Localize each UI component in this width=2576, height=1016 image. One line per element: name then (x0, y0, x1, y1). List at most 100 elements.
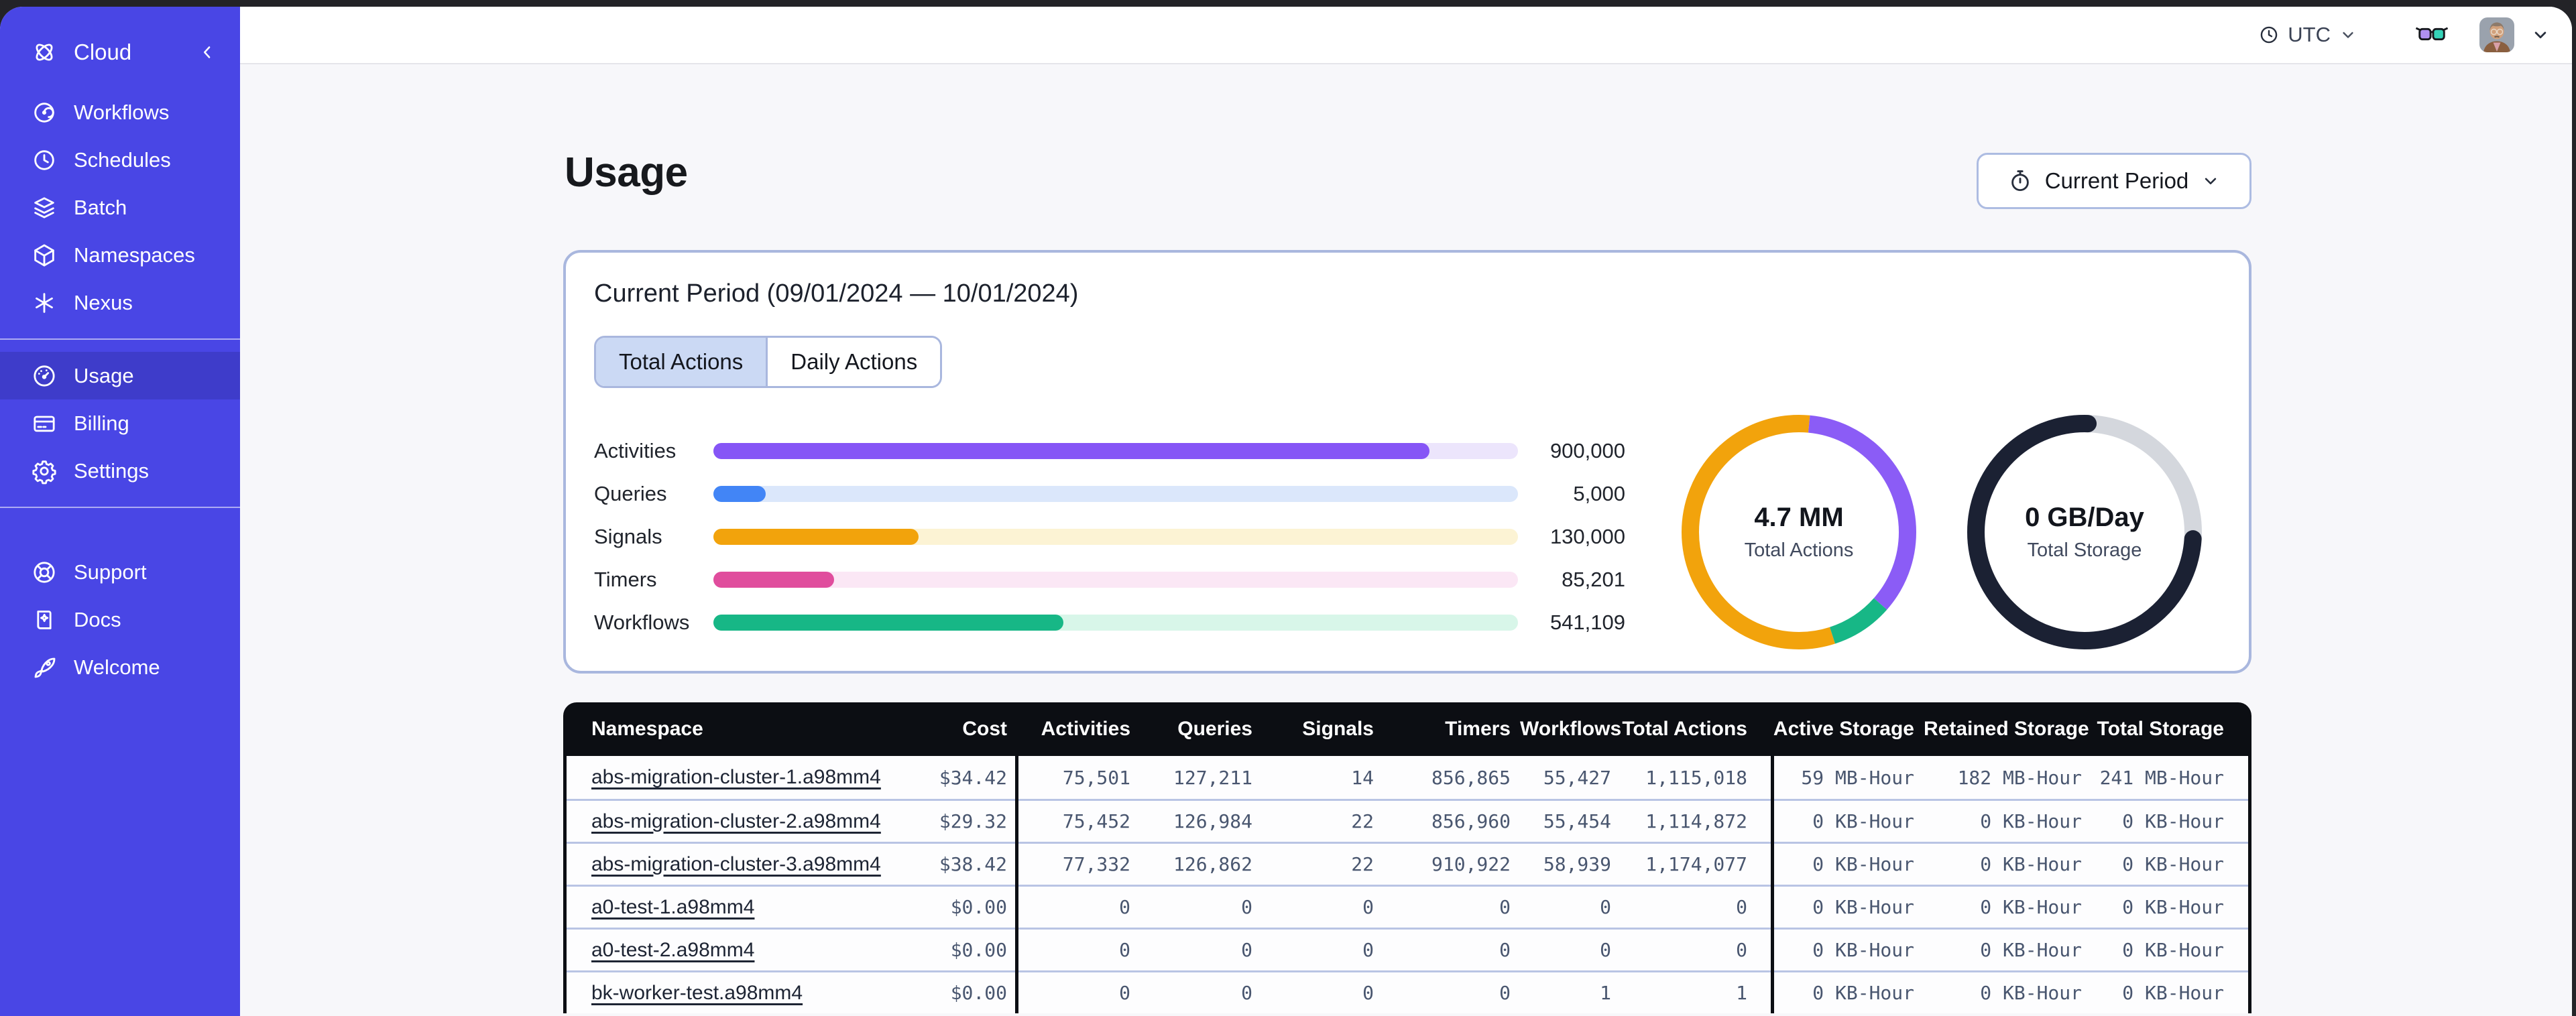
sidebar-item-batch[interactable]: Batch (0, 184, 240, 231)
value-cell: 0 (1241, 982, 1252, 1004)
app-window: Cloud Workflows Schedules Batch Namespaces N… (0, 7, 2572, 1016)
column-header-cost: Cost (962, 718, 1007, 740)
bar-fill (713, 529, 919, 545)
value-cell: 856,865 (1431, 766, 1511, 789)
sidebar-item-docs[interactable]: Docs (0, 596, 240, 643)
column-header-timers: Timers (1445, 718, 1511, 740)
brand-label: Cloud (74, 40, 132, 64)
collapse-sidebar-icon[interactable] (197, 42, 217, 62)
actions-bar-chart: Activities 900,000 Queries 5,000 Signals 130,… (594, 430, 1625, 644)
page-title: Usage (565, 149, 688, 196)
avatar[interactable] (2479, 17, 2514, 52)
namespace-link[interactable]: a0-test-2.a98mm4 (591, 938, 755, 961)
batch-icon (31, 194, 58, 221)
value-cell: 241 MB-Hour (2099, 766, 2224, 789)
column-header-workflows: Workflows (1520, 718, 1622, 740)
usage-summary-card: Current Period (09/01/2024 — 10/01/2024)… (563, 250, 2251, 674)
value-cell: 0 (1362, 982, 1374, 1004)
sidebar-item-support[interactable]: Support (0, 548, 240, 596)
sidebar-item-label: Usage (74, 363, 134, 387)
main-content: Usage Current Period Current Period (09/… (240, 66, 2572, 1016)
value-cell: 0 KB-Hour (1812, 810, 1914, 832)
table-divider-actions (1771, 756, 1774, 1013)
bar-fill (713, 615, 1063, 631)
topbar: UTC (240, 7, 2572, 64)
bar-label: Activities (594, 439, 677, 462)
table-header: Namespace Cost Activities Queries Signals Tim… (563, 702, 2251, 756)
value-cell: 55,427 (1543, 766, 1611, 789)
namespace-link[interactable]: abs-migration-cluster-1.a98mm4 (591, 766, 881, 788)
value-cell: 58,939 (1543, 853, 1611, 875)
bar-row-queries: Queries 5,000 (594, 472, 1625, 515)
usage-icon (31, 363, 58, 389)
sidebar-item-label: Settings (74, 458, 150, 483)
table-divider-cost (1015, 756, 1018, 1013)
table-row: abs-migration-cluster-3.a98mm4 $38.42 77,3… (563, 842, 2251, 885)
table-row: abs-migration-cluster-2.a98mm4 $29.32 75,4… (563, 799, 2251, 842)
clock-icon (2258, 24, 2280, 46)
glasses-icon[interactable] (2415, 24, 2449, 46)
value-cell: 0 (1362, 896, 1374, 918)
settings-icon (31, 458, 58, 485)
sidebar-brand[interactable]: Cloud (0, 28, 240, 76)
value-cell: 0 KB-Hour (1812, 853, 1914, 875)
value-cell: 1,115,018 (1645, 766, 1747, 789)
sidebar-item-welcome[interactable]: Welcome (0, 643, 240, 691)
bar-fill (713, 443, 1429, 459)
value-cell: 182 MB-Hour (1957, 766, 2082, 789)
table-row: a0-test-1.a98mm4 $0.00 0 0 0 0 0 0 0 KB-Hour 0 KB… (563, 885, 2251, 928)
namespace-link[interactable]: abs-migration-cluster-2.a98mm4 (591, 810, 881, 832)
column-header-total-actions: Total Actions (1622, 718, 1747, 740)
sidebar-item-workflows[interactable]: Workflows (0, 88, 240, 136)
table-body: abs-migration-cluster-1.a98mm4 $34.42 75,5… (563, 756, 2251, 1013)
sidebar-item-label: Workflows (74, 100, 170, 124)
schedules-icon (31, 147, 58, 174)
total-actions-value: 4.7 MM (1754, 503, 1844, 532)
sidebar-item-nexus[interactable]: Nexus (0, 279, 240, 326)
namespace-usage-table: Namespace Cost Activities Queries Signals Tim… (563, 702, 2251, 1013)
value-cell: 0 (1499, 939, 1511, 961)
user-menu-chevron-icon[interactable] (2530, 25, 2551, 45)
namespace-cell: a0-test-1.a98mm4 (563, 896, 818, 919)
value-cell: 856,960 (1431, 810, 1511, 832)
namespace-link[interactable]: bk-worker-test.a98mm4 (591, 981, 803, 1004)
bar-row-activities: Activities 900,000 (594, 430, 1625, 472)
tab-daily-actions[interactable]: Daily Actions (766, 338, 941, 386)
sidebar-nav: Workflows Schedules Batch Namespaces Nexus Us… (0, 76, 240, 703)
value-cell: $29.32 (939, 810, 1007, 832)
sidebar-item-billing[interactable]: Billing (0, 399, 240, 447)
value-cell: 0 (1736, 939, 1747, 961)
namespace-cell: abs-migration-cluster-1.a98mm4 (563, 766, 881, 789)
workflows-icon (31, 99, 58, 126)
column-header-total-storage: Total Storage (2097, 718, 2224, 740)
sidebar-item-label: Docs (74, 607, 121, 631)
bar-label: Signals (594, 525, 662, 548)
sidebar-item-label: Billing (74, 411, 129, 435)
value-cell: $0.00 (950, 982, 1007, 1004)
card-title: Current Period (09/01/2024 — 10/01/2024) (594, 279, 1079, 308)
table-row: a0-test-2.a98mm4 $0.00 0 0 0 0 0 0 0 KB-Hour 0 KB… (563, 928, 2251, 970)
period-selector-button[interactable]: Current Period (1977, 153, 2251, 209)
bar-row-signals: Signals 130,000 (594, 515, 1625, 558)
value-cell: 55,454 (1543, 810, 1611, 832)
namespace-link[interactable]: abs-migration-cluster-3.a98mm4 (591, 852, 881, 875)
tab-total-actions[interactable]: Total Actions (596, 338, 766, 386)
timezone-selector[interactable]: UTC (2258, 23, 2357, 47)
value-cell: $38.42 (939, 853, 1007, 875)
timezone-label: UTC (2288, 23, 2331, 46)
value-cell: 0 KB-Hour (1812, 982, 1914, 1004)
sidebar-item-schedules[interactable]: Schedules (0, 136, 240, 184)
value-cell: 0 (1499, 896, 1511, 918)
sidebar-item-namespaces[interactable]: Namespaces (0, 231, 240, 279)
sidebar-item-settings[interactable]: Settings (0, 447, 240, 495)
value-cell: 0 (1600, 896, 1611, 918)
bar-track (713, 443, 1518, 459)
table-row: bk-worker-test.a98mm4 $0.00 0 0 0 0 1 1 0 KB-Hou… (563, 970, 2251, 1013)
sidebar-item-label: Schedules (74, 147, 171, 172)
sidebar-item-usage[interactable]: Usage (0, 352, 240, 399)
value-cell: 22 (1351, 853, 1374, 875)
value-cell: 0 KB-Hour (2122, 982, 2224, 1004)
value-cell: 75,452 (1062, 810, 1130, 832)
namespace-link[interactable]: a0-test-1.a98mm4 (591, 895, 755, 918)
column-header-activities: Activities (1041, 718, 1130, 740)
